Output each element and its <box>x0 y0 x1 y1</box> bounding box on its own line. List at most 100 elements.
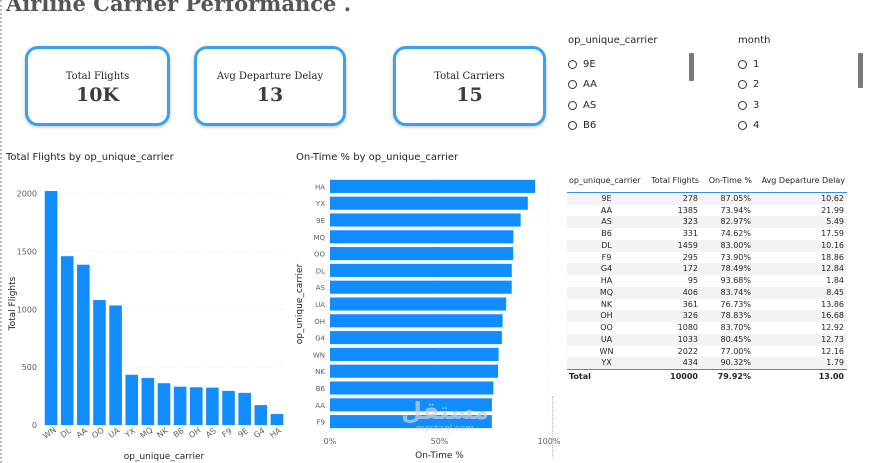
table-cell: 21.99 <box>821 205 844 215</box>
table-cell: 1459 <box>647 239 701 252</box>
table-cell: 83.00% <box>701 239 754 252</box>
slicer-option[interactable]: 2 <box>738 75 848 96</box>
table-cell: DL <box>567 239 647 252</box>
radio-icon <box>568 121 577 131</box>
x-tick-label: AS <box>204 426 218 439</box>
table-cell: 95 <box>687 276 698 286</box>
y-tick-label: WN <box>313 351 325 359</box>
watermark: مستقل mostaql.com <box>390 398 500 434</box>
table-cell: 90.32% <box>701 357 754 370</box>
flights-by-carrier-chart[interactable]: 0 500 1000 1500 2000 WN DL AA OO UA YX MQ NK B6 OH AS F9… <box>0 166 290 463</box>
bar <box>330 263 512 277</box>
table-cell: UA <box>567 333 647 346</box>
x-tick-label: NK <box>155 426 170 440</box>
bar <box>330 415 492 429</box>
table-cell: 1080 <box>677 323 698 333</box>
table-row[interactable]: AS 323 82.97% 5.49 <box>567 216 847 229</box>
table-row[interactable]: OH 326 78.83% 16.68 <box>567 310 847 323</box>
slicer-option[interactable]: 9E <box>568 54 708 75</box>
kpi-value: 10K <box>76 84 119 106</box>
y-tick-label: DL <box>316 267 325 275</box>
table-cell: 78.49% <box>701 263 754 276</box>
bar <box>44 191 58 425</box>
kpi-label: Avg Departure Delay <box>216 71 324 82</box>
x-tick-label: 50% <box>431 437 449 446</box>
month-slicer-scrollbar[interactable] <box>858 53 863 88</box>
table-row[interactable]: AA 1385 73.94% 21.99 <box>567 205 847 217</box>
watermark-logo: مستقل <box>401 397 489 425</box>
table-row[interactable]: F9 295 73.90% 18.86 <box>567 252 847 264</box>
table-row[interactable]: HA 95 93.68% 1.84 <box>567 275 847 287</box>
table-total-cell: 79.92% <box>701 369 754 384</box>
kpi-card-avg-departure-delay[interactable]: Avg Departure Delay 13 <box>194 46 346 126</box>
table-row[interactable]: WN 2022 77.00% 12.16 <box>567 346 847 358</box>
table-header-row: op_unique_carrier Total Flights On-Time % A… <box>567 168 847 193</box>
table-cell: B6 <box>601 229 612 239</box>
table-cell: 10.62 <box>754 192 847 205</box>
slicer-option-label: 9E <box>583 58 596 70</box>
table-row[interactable]: G4 172 78.49% 12.84 <box>567 263 847 276</box>
slicer-option[interactable]: 5 <box>738 136 848 140</box>
slicer-option[interactable]: DL <box>568 136 708 140</box>
table-cell: F9 <box>601 252 612 262</box>
kpi-card-total-carriers[interactable]: Total Carriers 15 <box>393 46 546 126</box>
ontime-by-carrier-chart[interactable]: 0% 50% 100% HA YX 9E MQ OO DL AS UA OH G4 WN NK B6 AA F9 O… <box>290 166 560 463</box>
table-cell: 16.68 <box>754 310 847 323</box>
bar <box>330 398 492 412</box>
y-tick-label: G4 <box>315 335 325 343</box>
table-cell: 361 <box>682 299 698 309</box>
bar <box>330 331 502 345</box>
slicer-option[interactable]: B6 <box>568 116 708 137</box>
table-cell: AS <box>567 216 647 229</box>
table-row[interactable]: B6 331 74.62% 17.59 <box>567 228 847 240</box>
table-row[interactable]: UA 1033 80.45% 12.73 <box>567 333 847 346</box>
carrier-slicer[interactable]: op_unique_carrier 9E AA AS B6 DL <box>568 35 708 140</box>
table-cell: 13.86 <box>821 299 844 309</box>
table-row[interactable]: OO 1080 83.70% 12.92 <box>567 322 847 334</box>
carrier-slicer-scrollbar[interactable] <box>689 53 694 81</box>
table-cell: NK <box>600 299 613 309</box>
x-tick-label: 100% <box>538 437 560 446</box>
table-cell: 12.84 <box>754 263 847 276</box>
slicer-option[interactable]: 1 <box>738 54 848 75</box>
bar <box>141 378 155 425</box>
table-total-row: Total 10000 79.92% 13.00 <box>567 369 847 384</box>
month-slicer[interactable]: month 1 2 3 4 5 <box>738 35 848 140</box>
table-row[interactable]: MQ 406 83.74% 8.45 <box>567 286 847 299</box>
column-header[interactable]: On-Time % <box>701 168 754 193</box>
column-header[interactable]: op_unique_carrier <box>567 168 647 193</box>
y-tick-label: AS <box>316 284 326 292</box>
kpi-card-total-flights[interactable]: Total Flights 10K <box>25 46 170 126</box>
bar <box>330 213 521 227</box>
y-axis-title: Total Flights <box>8 276 18 331</box>
table-cell: 12.73 <box>754 333 847 346</box>
column-header[interactable]: Avg Departure Delay <box>754 168 847 193</box>
column-header[interactable]: Total Flights <box>647 168 701 193</box>
bar <box>270 414 284 425</box>
x-tick-label: HA <box>268 426 283 440</box>
y-tick-label: OH <box>314 318 325 326</box>
carrier-performance-table[interactable]: op_unique_carrier Total Flights On-Time % A… <box>567 168 847 384</box>
watermark-url: mostaql.com <box>415 424 475 434</box>
bar <box>189 387 203 425</box>
slicer-list: 9E AA AS B6 DL <box>568 54 708 140</box>
table-cell: 1.79 <box>754 357 847 370</box>
table-row[interactable]: YX 434 90.32% 1.79 <box>567 357 847 370</box>
radio-icon <box>568 100 577 110</box>
table-row[interactable]: NK 361 76.73% 13.86 <box>567 299 847 311</box>
table-cell: 73.94% <box>720 205 751 215</box>
slicer-option[interactable]: AS <box>568 95 708 116</box>
bar <box>60 256 74 425</box>
bar <box>157 383 171 425</box>
table-cell: 331 <box>682 229 698 239</box>
table-cell: 12.92 <box>821 323 844 333</box>
radio-icon <box>568 59 577 69</box>
slicer-option[interactable]: AA <box>568 75 708 96</box>
bar <box>173 386 187 425</box>
slicer-option[interactable]: 3 <box>738 95 848 116</box>
slicer-option[interactable]: 4 <box>738 116 848 137</box>
table-cell: 10.16 <box>754 239 847 252</box>
table-row[interactable]: DL 1459 83.00% 10.16 <box>567 239 847 252</box>
table-row[interactable]: 9E 278 87.05% 10.62 <box>567 192 847 205</box>
radio-icon <box>738 121 747 131</box>
